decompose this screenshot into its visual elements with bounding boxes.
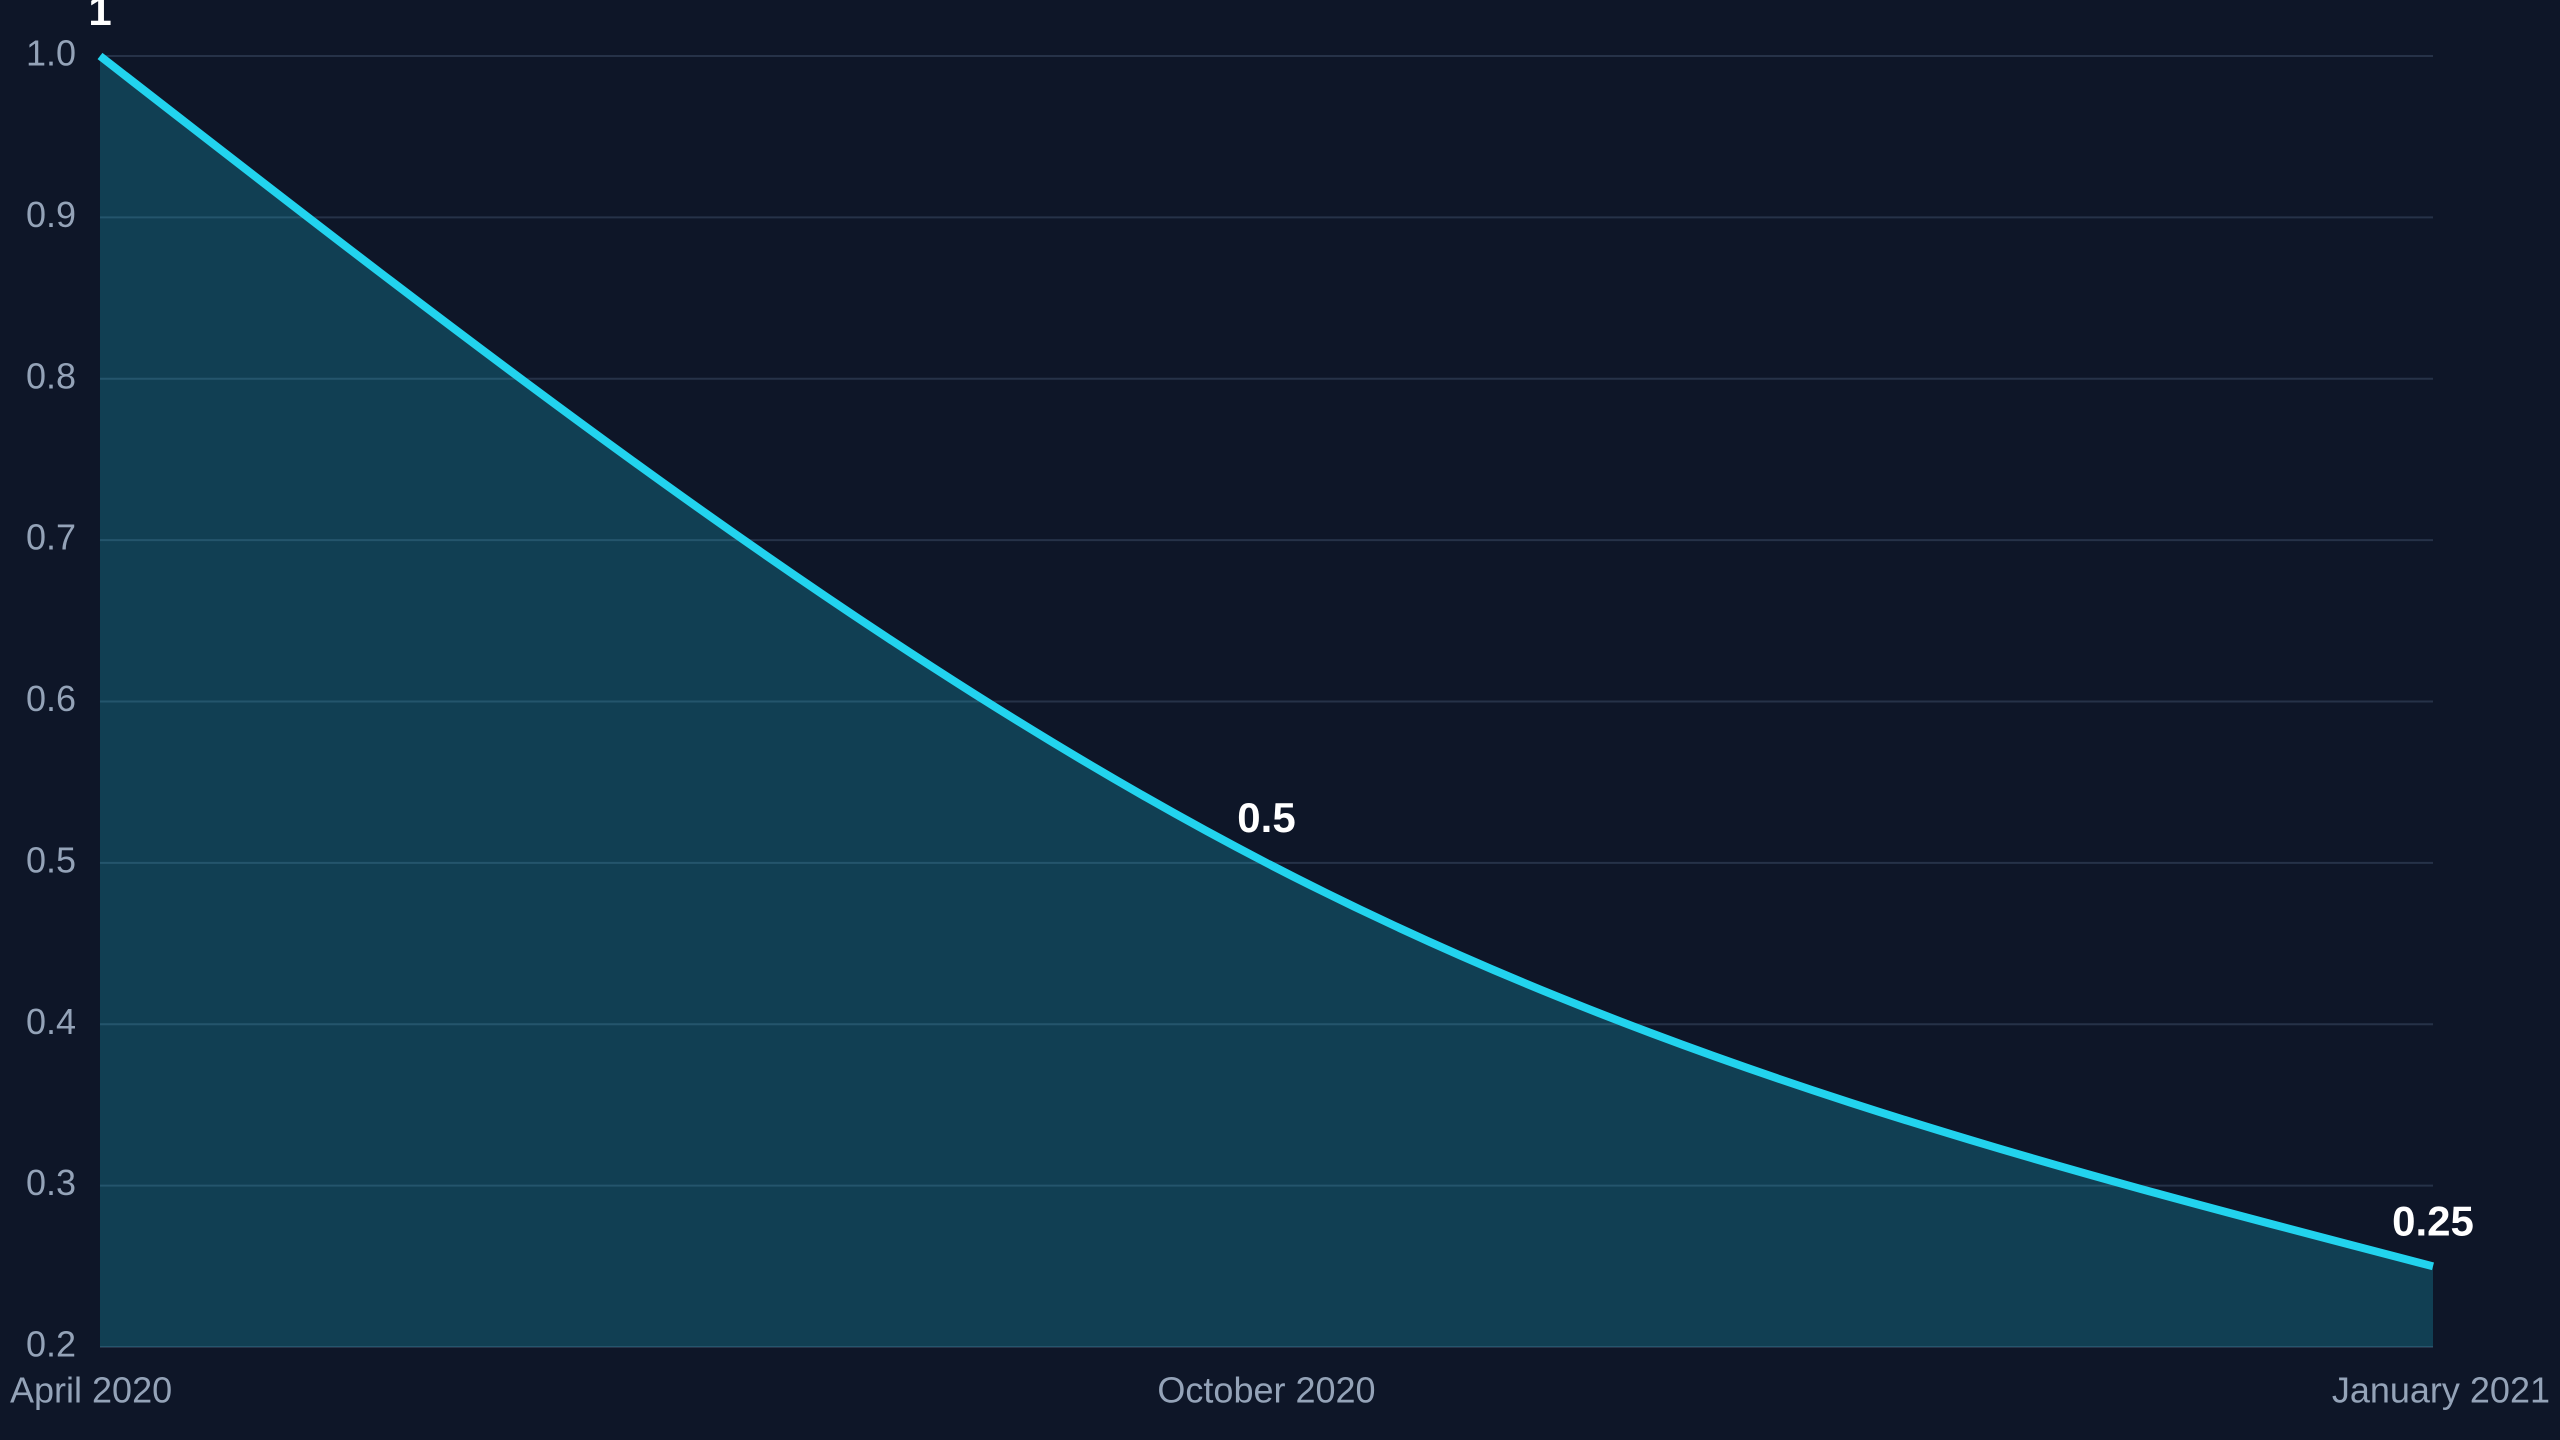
y-tick-label: 1.0 [26, 33, 76, 74]
x-tick-label: April 2020 [10, 1370, 172, 1411]
data-label: 0.5 [1237, 794, 1295, 841]
line [97, 52, 2435, 1271]
y-tick-label: 0.9 [26, 194, 76, 235]
area-fill [100, 56, 2433, 1347]
data-label: 0.25 [2392, 1197, 2474, 1244]
y-tick-label: 0.6 [26, 678, 76, 719]
x-tick-label: October 2020 [1157, 1370, 1375, 1411]
data-label: 1 [88, 0, 111, 34]
x-tick-label: January 2021 [2332, 1370, 2550, 1411]
y-tick-label: 0.7 [26, 517, 76, 558]
y-tick-label: 0.3 [26, 1162, 76, 1203]
y-tick-label: 0.8 [26, 355, 76, 396]
y-tick-label: 0.5 [26, 839, 76, 880]
y-tick-label: 0.4 [26, 1001, 76, 1042]
y-tick-label: 0.2 [26, 1324, 76, 1365]
